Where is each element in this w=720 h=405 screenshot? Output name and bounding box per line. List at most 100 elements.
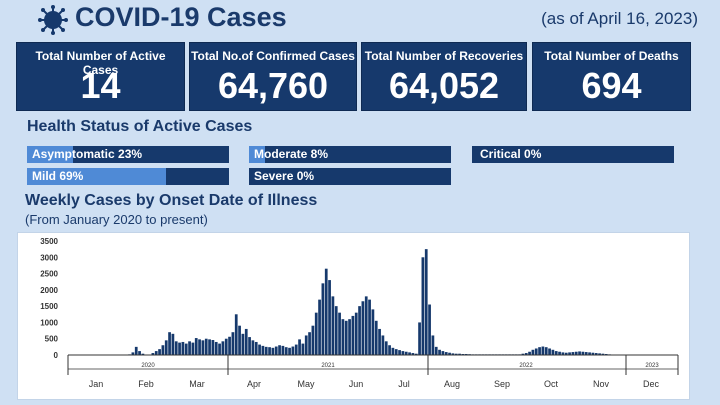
chart-bar bbox=[291, 346, 295, 355]
chart-bar bbox=[538, 347, 541, 355]
health-status-title: Health Status of Active Cases bbox=[27, 118, 253, 135]
virus-icon bbox=[38, 5, 68, 35]
chart-bar bbox=[351, 315, 355, 355]
y-tick-label: 2000 bbox=[40, 286, 58, 295]
status-bar-severe: Severe 0% bbox=[249, 168, 451, 185]
card-value: 64,052 bbox=[388, 65, 500, 106]
chart-bar bbox=[458, 353, 461, 355]
chart-bar bbox=[584, 352, 588, 355]
month-label: Dec bbox=[643, 379, 660, 389]
status-bar-fill bbox=[27, 168, 167, 185]
chart-bar bbox=[158, 349, 161, 355]
card-label: Total Number of Deaths bbox=[544, 49, 679, 63]
chart-bar bbox=[418, 322, 421, 355]
status-bar-label: Mild 69% bbox=[32, 169, 84, 183]
chart-bar bbox=[564, 352, 568, 355]
card-value: 64,760 bbox=[217, 65, 329, 106]
chart-bar bbox=[414, 353, 418, 355]
chart-bar bbox=[371, 309, 375, 355]
status-bar-asymptomatic: Asymptomatic 23% bbox=[27, 146, 229, 163]
chart-bar bbox=[531, 349, 535, 355]
year-label: 2021 bbox=[321, 363, 335, 369]
chart-bar bbox=[354, 312, 358, 355]
chart-bar bbox=[424, 249, 428, 355]
chart-bar bbox=[238, 325, 241, 355]
chart-bar bbox=[421, 257, 425, 355]
chart-bar bbox=[241, 333, 245, 355]
y-tick-label: 1500 bbox=[40, 302, 58, 311]
chart-bar bbox=[534, 348, 538, 355]
chart-bar bbox=[344, 320, 348, 355]
chart-bar bbox=[198, 339, 201, 355]
month-label: May bbox=[297, 379, 315, 389]
chart-bar bbox=[134, 346, 138, 355]
y-tick-label: 500 bbox=[45, 335, 59, 344]
month-label: Nov bbox=[593, 379, 610, 389]
month-label: Mar bbox=[189, 379, 205, 389]
chart-bar bbox=[204, 338, 208, 355]
status-bar-label: Asymptomatic 23% bbox=[32, 147, 143, 161]
chart-bar bbox=[254, 341, 258, 355]
chart-bar bbox=[341, 319, 345, 355]
chart-bar bbox=[288, 347, 291, 355]
month-label: Jun bbox=[349, 379, 364, 389]
chart-bar bbox=[361, 301, 365, 355]
month-label: Apr bbox=[247, 379, 261, 389]
chart-bar bbox=[411, 353, 415, 355]
chart-bar bbox=[161, 345, 165, 355]
month-label: Jul bbox=[398, 379, 410, 389]
chart-bar bbox=[301, 343, 305, 355]
chart-bar bbox=[334, 306, 338, 355]
chart-bar bbox=[164, 340, 168, 355]
chart-bar bbox=[548, 348, 551, 355]
status-bar-moderate: Moderate 8% bbox=[249, 146, 451, 163]
chart-bar bbox=[331, 296, 335, 355]
chart-bar bbox=[541, 346, 545, 355]
chart-bar bbox=[591, 352, 595, 355]
chart-bar bbox=[521, 353, 525, 355]
card-active-cases: Total Number of Active Cases 14 bbox=[16, 42, 185, 111]
chart-bar bbox=[391, 347, 395, 355]
chart-bar bbox=[244, 328, 248, 355]
card-label: Total Number of Recoveries bbox=[364, 49, 524, 63]
chart-bar bbox=[154, 351, 158, 355]
chart-bar bbox=[348, 319, 351, 355]
card-value: 14 bbox=[80, 65, 121, 106]
chart-bar bbox=[234, 314, 238, 355]
chart-bar bbox=[168, 332, 171, 355]
chart-bar bbox=[298, 339, 301, 355]
chart-bar bbox=[401, 351, 405, 355]
chart-bar bbox=[358, 306, 361, 355]
chart-bar bbox=[258, 344, 261, 355]
chart-bar bbox=[568, 352, 571, 355]
chart-bar bbox=[201, 340, 205, 355]
chart-bar bbox=[321, 283, 325, 355]
card-deaths: Total Number of Deaths 694 bbox=[532, 42, 691, 111]
chart-bar bbox=[328, 280, 331, 355]
year-label: 2023 bbox=[645, 363, 659, 369]
chart-bar bbox=[141, 353, 145, 355]
chart-bar bbox=[554, 351, 558, 355]
chart-bar bbox=[364, 296, 368, 355]
chart-bar bbox=[268, 347, 271, 355]
chart-bar bbox=[191, 342, 195, 355]
chart-bar bbox=[171, 333, 175, 355]
chart-bar bbox=[404, 351, 408, 355]
chart-bar bbox=[388, 345, 391, 355]
status-bar-fill bbox=[249, 146, 266, 163]
chart-bar bbox=[394, 349, 398, 355]
chart-bar bbox=[368, 299, 371, 355]
year-label: 2022 bbox=[519, 363, 533, 369]
chart-bar bbox=[208, 339, 211, 355]
y-tick-label: 3000 bbox=[40, 253, 58, 262]
month-label: Aug bbox=[444, 379, 460, 389]
y-tick-label: 0 bbox=[54, 351, 59, 360]
chart-bar bbox=[278, 345, 281, 355]
chart-bar bbox=[398, 350, 401, 355]
chart-bar bbox=[544, 347, 548, 355]
y-tick-label: 3500 bbox=[40, 237, 58, 246]
chart-bar bbox=[194, 338, 198, 355]
chart-bar bbox=[434, 346, 438, 355]
chart-bar bbox=[428, 304, 431, 355]
chart-bar bbox=[601, 353, 605, 355]
